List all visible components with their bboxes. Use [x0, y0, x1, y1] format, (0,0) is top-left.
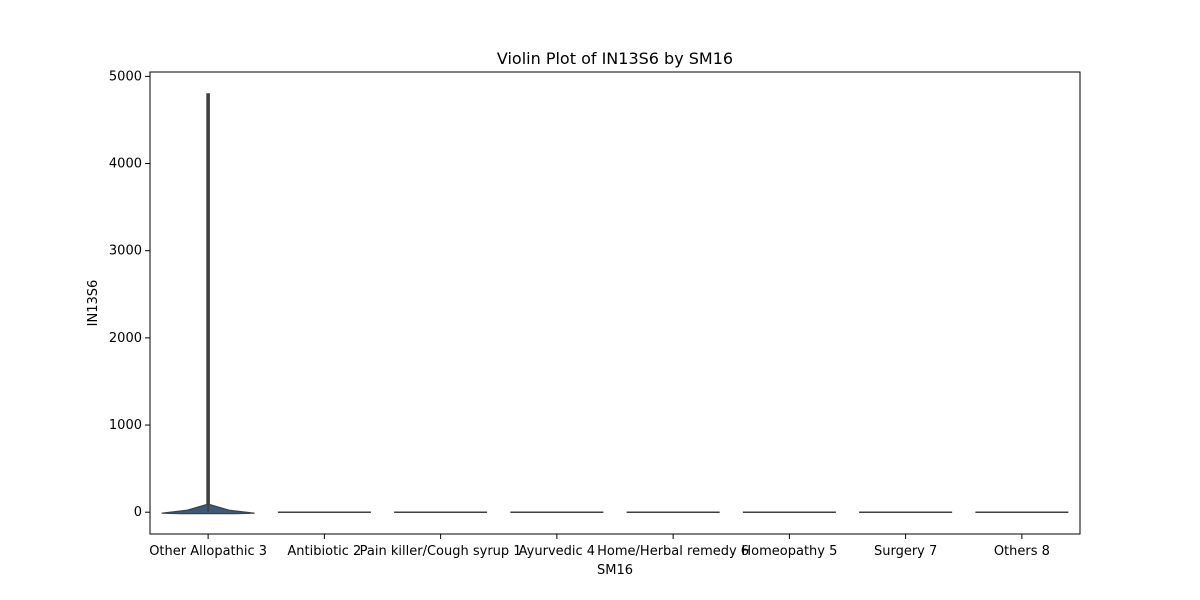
y-tick-label: 2000: [109, 331, 142, 346]
x-tick-label: Other Allopathic 3: [149, 544, 267, 559]
x-tick-label: Homeopathy 5: [741, 544, 837, 559]
y-tick-label: 1000: [109, 418, 142, 433]
x-tick-label: Others 8: [994, 544, 1050, 559]
y-axis-ticks: 0 1000 2000 3000 4000 5000: [109, 69, 150, 520]
y-tick-label: 5000: [109, 69, 142, 84]
x-tick-label: Pain killer/Cough syrup 1: [360, 544, 522, 559]
y-tick-label: 4000: [109, 157, 142, 172]
x-tick-label: Surgery 7: [874, 544, 937, 559]
y-axis-label: IN13S6: [86, 280, 101, 327]
y-tick-label: 0: [134, 505, 142, 520]
x-tick-label: Home/Herbal remedy 6: [597, 544, 749, 559]
violins-group: [161, 93, 1069, 515]
chart-title: Violin Plot of IN13S6 by SM16: [497, 49, 733, 68]
y-tick-label: 3000: [109, 244, 142, 259]
x-tick-label: Ayurvedic 4: [519, 544, 595, 559]
x-tick-label: Antibiotic 2: [287, 544, 361, 559]
x-axis-label: SM16: [597, 563, 633, 578]
plot-area: [149, 71, 1081, 535]
